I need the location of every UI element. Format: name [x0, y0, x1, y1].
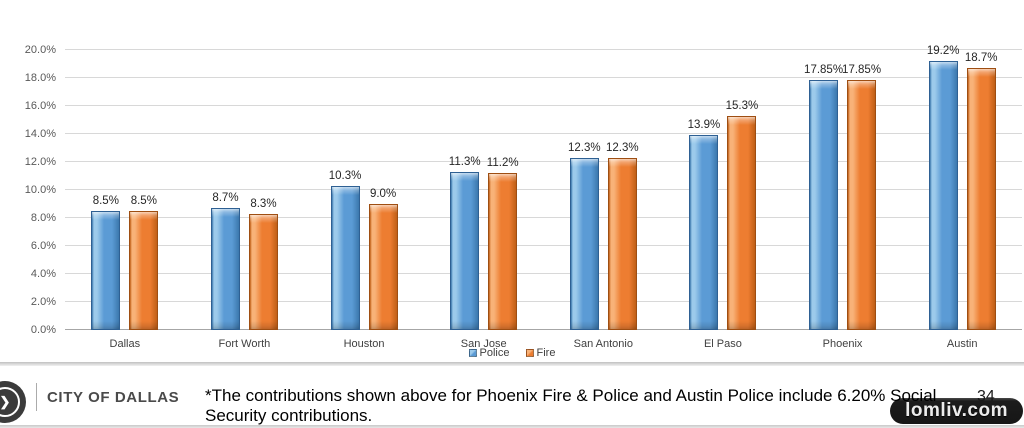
watermark-badge: lomliv.com [890, 398, 1023, 424]
y-gridline [65, 217, 1022, 218]
legend-swatch-police [468, 349, 477, 357]
y-axis-tick-label: 12.0% [24, 156, 56, 168]
bar-police-dallas: 8.5% [91, 195, 121, 330]
y-gridline [65, 273, 1022, 274]
y-gridline [65, 133, 1022, 134]
legend-label-fire: Fire [536, 347, 556, 359]
y-axis-tick-label: 4.0% [30, 268, 56, 280]
data-label-fire-dallas: 8.5% [130, 195, 157, 207]
data-label-police-dallas: 8.5% [92, 195, 119, 207]
watermark-text: lomliv.com [905, 400, 1008, 421]
bar-police-austin: 19.2% [927, 45, 959, 330]
city-of-dallas-logo-icon: ❯ [0, 381, 26, 423]
y-gridline [65, 245, 1022, 246]
bar-fire-dallas: 8.5% [129, 195, 159, 330]
y-axis-tick-label: 10.0% [24, 184, 56, 196]
y-axis-tick-label: 20.0% [24, 44, 56, 56]
logo-separator [36, 383, 37, 411]
y-gridline [65, 105, 1022, 106]
data-label-police-houston: 10.3% [328, 169, 362, 182]
bar-group-austin: 19.2% 18.7% Austin [902, 45, 1022, 350]
y-axis-tick-label: 6.0% [30, 240, 56, 252]
bar-group-dallas: 8.5% 8.5% Dallas [65, 50, 185, 350]
logo-ring [0, 387, 20, 417]
y-axis-tick-label: 18.0% [24, 72, 56, 84]
bar-fire-austin: 18.7% [965, 52, 997, 330]
bar-fire-el-paso: 15.3% [726, 100, 758, 330]
y-axis-tick-label: 2.0% [30, 296, 56, 308]
bar-police-san-antonio: 12.3% [568, 142, 601, 330]
category-label-san-antonio: San Antonio [573, 338, 633, 350]
bar-group-el-paso: 13.9% 15.3% El Paso [663, 50, 783, 350]
data-label-fire-san-jose: 11.2% [486, 157, 519, 170]
bar-fire-houston: 9.0% [368, 188, 398, 330]
bar-fire-phoenix: 17.85% [842, 64, 881, 330]
y-axis-tick-label: 0.0% [30, 324, 56, 336]
footer-divider [0, 362, 1024, 366]
data-label-fire-phoenix: 17.85% [842, 64, 882, 77]
bar-police-san-jose: 11.3% [449, 156, 481, 330]
category-label-fort-worth: Fort Worth [218, 338, 271, 350]
data-label-police-san-antonio: 12.3% [568, 141, 601, 154]
legend-swatch-fire [525, 349, 534, 357]
category-label-san-jose: San Jose [460, 338, 507, 350]
y-gridline [65, 301, 1022, 302]
y-gridline [65, 49, 1022, 50]
category-label-houston: Houston [343, 338, 385, 350]
bottom-edge-line [0, 425, 1024, 428]
bar-group-houston: 10.3% 9.0% Houston [304, 50, 424, 350]
x-axis-line [65, 329, 1022, 330]
category-label-austin: Austin [946, 338, 978, 350]
data-label-fire-austin: 18.7% [964, 52, 998, 65]
bar-police-el-paso: 13.9% [688, 119, 720, 330]
bar-fire-san-jose: 11.2% [487, 157, 519, 330]
legend-item-fire: Fire [525, 347, 556, 359]
bar-fire-fort-worth: 8.3% [248, 198, 278, 330]
data-label-police-san-jose: 11.3% [448, 155, 481, 168]
category-label-phoenix: Phoenix [822, 338, 863, 350]
category-label-el-paso: El Paso [703, 338, 742, 350]
y-axis-tick-label: 14.0% [24, 128, 56, 140]
bar-groups: 8.5% 8.5% Dallas 8.7% 8.3% Fort Worth 10.3% 9.0… [65, 45, 1022, 350]
data-label-police-phoenix: 17.85% [804, 64, 844, 77]
data-label-fire-fort-worth: 8.3% [250, 197, 277, 210]
footnote-text: *The contributions shown above for Phoen… [205, 386, 937, 425]
org-name: CITY OF DALLAS [47, 389, 180, 406]
bar-group-fort-worth: 8.7% 8.3% Fort Worth [185, 50, 305, 350]
page-number: 34 [977, 388, 995, 405]
plot-area: 0.0% 2.0% 4.0% 6.0% 8.0% 10.0% 12.0% 14.0% 16.0%… [25, 44, 1022, 350]
bar-fire-san-antonio: 12.3% [606, 142, 639, 330]
y-gridline [65, 161, 1022, 162]
data-label-fire-el-paso: 15.3% [725, 99, 759, 112]
y-axis-tick-label: 8.0% [30, 212, 56, 224]
y-gridline [65, 189, 1022, 190]
bar-group-san-antonio: 12.3% 12.3% San Antonio [544, 50, 664, 350]
logo-glyph: ❯ [0, 394, 11, 409]
bar-police-houston: 10.3% [329, 170, 361, 330]
data-label-fire-houston: 9.0% [369, 188, 397, 200]
legend-item-police: Police [468, 347, 510, 359]
bar-police-fort-worth: 8.7% [210, 192, 240, 330]
bar-police-phoenix: 17.85% [804, 64, 843, 330]
legend-label-police: Police [479, 347, 510, 359]
bar-group-phoenix: 17.85% 17.85% Phoenix [783, 50, 903, 350]
category-label-dallas: Dallas [109, 338, 141, 350]
data-label-police-austin: 19.2% [926, 45, 960, 58]
y-gridline [65, 77, 1022, 78]
y-axis-tick-label: 16.0% [24, 100, 56, 112]
data-label-police-el-paso: 13.9% [687, 119, 721, 132]
data-label-fire-san-antonio: 12.3% [606, 141, 639, 154]
data-label-police-fort-worth: 8.7% [212, 192, 239, 205]
bar-group-san-jose: 11.3% 11.2% San Jose [424, 50, 544, 350]
chart-legend: Police Fire [0, 347, 1024, 359]
